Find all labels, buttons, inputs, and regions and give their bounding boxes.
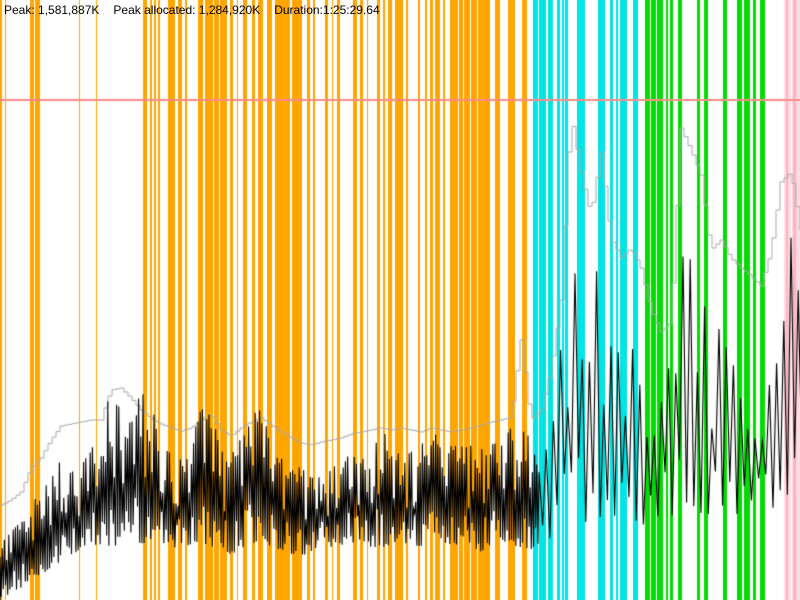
stats-header: Peak: 1,581,887K Peak allocated: 1,284,92… — [4, 3, 394, 17]
duration-stat: Duration:1:25:29.64 — [274, 3, 380, 17]
peak-stat: Peak: 1,581,887K — [4, 3, 100, 17]
peak-allocated-stat: Peak allocated: 1,284,920K — [113, 3, 261, 17]
